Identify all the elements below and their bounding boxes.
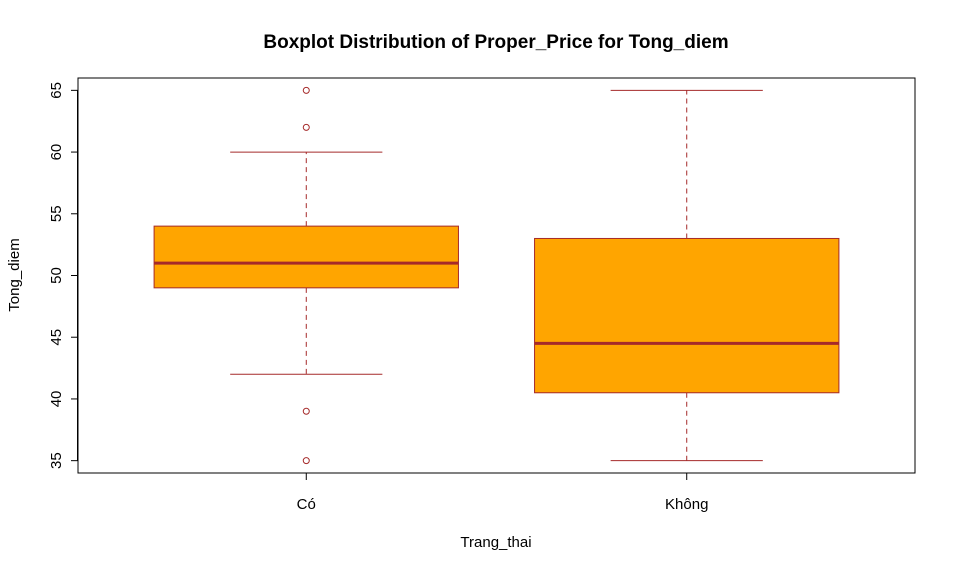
y-tick-label: 40 [48,391,65,408]
box-group [153,86,459,465]
x-axis: Có Không [297,472,708,513]
outlier-point [302,407,310,415]
boxes-layer [153,86,840,465]
y-axis-label: Tong_diem [6,238,23,311]
x-tick-label: Có [297,496,316,513]
x-axis-label: Trang_thai [460,534,531,551]
outlier-point [302,86,310,94]
iqr-box [153,225,459,289]
x-tick-label: Không [665,496,708,513]
outlier-point [302,457,310,465]
chart-title: Boxplot Distribution of Proper_Price for… [263,32,728,53]
iqr-box [534,237,840,394]
box-group [534,89,840,462]
y-tick-label: 60 [48,144,65,161]
y-tick-label: 65 [48,82,65,99]
outlier-point [302,123,310,131]
y-tick-label: 55 [48,205,65,222]
y-tick-label: 45 [48,329,65,346]
y-tick-label: 50 [48,267,65,284]
y-tick-label: 35 [48,452,65,469]
y-axis: 35 40 45 50 55 60 65 [48,82,78,469]
